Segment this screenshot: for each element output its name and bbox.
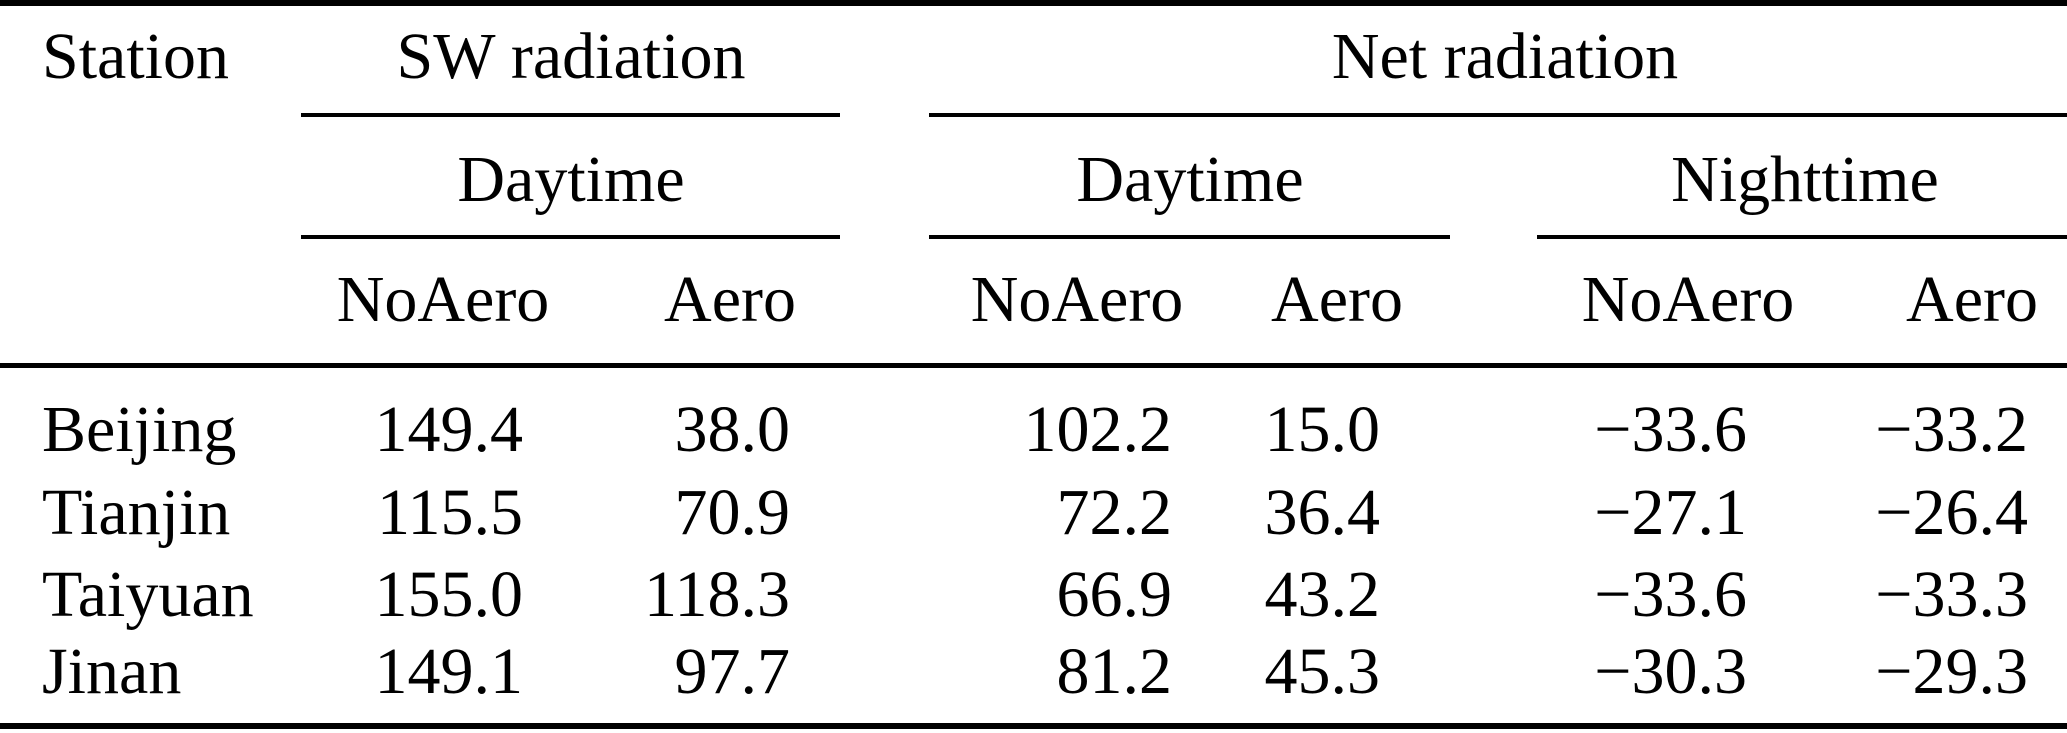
header-net-nighttime: Nighttime	[1671, 143, 1939, 216]
header-sw-day-noaero: NoAero	[336, 263, 550, 336]
value-cell: 149.1	[374, 635, 524, 708]
value-cell: −33.2	[1875, 393, 2028, 466]
value-cell: −33.6	[1594, 558, 1747, 631]
value-cell: 36.4	[1264, 476, 1381, 549]
header-sw-daytime: Daytime	[457, 143, 685, 216]
header-net-day-noaero: NoAero	[970, 263, 1184, 336]
value-cell: −29.3	[1875, 635, 2028, 708]
header-net-night-aero: Aero	[1906, 263, 2038, 336]
value-cell: 97.7	[674, 635, 791, 708]
value-cell: 38.0	[674, 393, 791, 466]
value-cell: 70.9	[674, 476, 791, 549]
cmidrule-net-nighttime	[1537, 235, 2067, 239]
station-name: Beijing	[42, 393, 237, 466]
value-cell: −33.6	[1594, 393, 1747, 466]
station-name: Jinan	[42, 635, 182, 708]
value-cell: −30.3	[1594, 635, 1747, 708]
header-sw-day-aero: Aero	[664, 263, 796, 336]
value-cell: 72.2	[1056, 476, 1173, 549]
value-cell: 155.0	[374, 558, 524, 631]
value-cell: −33.3	[1875, 558, 2028, 631]
value-cell: 102.2	[1023, 393, 1173, 466]
header-net-night-noaero: NoAero	[1581, 263, 1795, 336]
header-station: Station	[42, 20, 230, 93]
header-net-daytime: Daytime	[1076, 143, 1304, 216]
value-cell: 15.0	[1264, 393, 1381, 466]
header-net-day-aero: Aero	[1271, 263, 1403, 336]
station-name: Tianjin	[42, 476, 231, 549]
value-cell: 66.9	[1056, 558, 1173, 631]
value-cell: 115.5	[376, 476, 523, 549]
header-sw-radiation: SW radiation	[396, 20, 746, 93]
station-name: Taiyuan	[42, 558, 254, 631]
cmidrule-sw-radiation	[301, 113, 840, 117]
bottom-rule	[0, 723, 2067, 729]
value-cell: −27.1	[1594, 476, 1747, 549]
cmidrule-net-daytime	[929, 235, 1450, 239]
cmidrule-net-radiation	[929, 113, 2067, 117]
value-cell: 118.3	[643, 558, 790, 631]
value-cell: −26.4	[1875, 476, 2028, 549]
value-cell: 45.3	[1264, 635, 1381, 708]
value-cell: 149.4	[374, 393, 524, 466]
cmidrule-sw-daytime	[301, 235, 840, 239]
top-rule	[0, 0, 2067, 6]
value-cell: 81.2	[1056, 635, 1173, 708]
header-net-radiation: Net radiation	[1331, 20, 1679, 93]
value-cell: 43.2	[1264, 558, 1381, 631]
mid-rule	[0, 363, 2067, 368]
